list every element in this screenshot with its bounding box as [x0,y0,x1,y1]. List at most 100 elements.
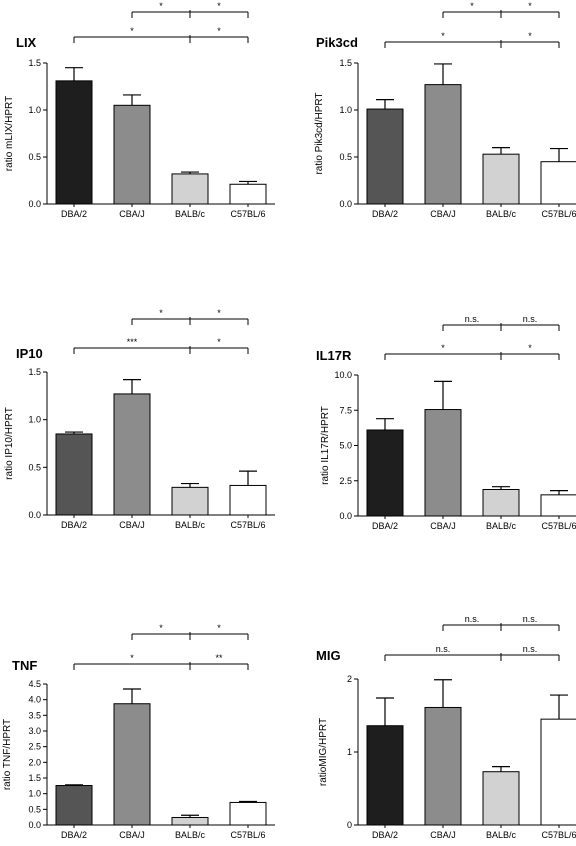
y-tick-label: 1.5 [28,773,41,783]
significance-label: * [217,1,221,11]
significance-label: * [217,26,221,36]
significance-bracket: * * [442,1,560,18]
significance-label: * [441,343,445,353]
significance-label: * [217,337,221,347]
y-tick-label: 0.0 [28,510,41,520]
chart-title: Pik3cd [316,35,358,50]
bar-balb-c [482,488,520,517]
significance-label: ** [215,653,223,663]
bar-dba-2 [366,725,404,826]
significance-label: * [217,623,221,633]
bar-c57bl-6 [229,801,267,826]
x-tick-label: CBA/J [430,209,456,219]
y-tick-label: 0.0 [339,511,352,521]
y-axis-label: ratio mLIX/HPRT [4,96,15,171]
significance-label: * [470,1,474,11]
x-tick-label: C57BL/6 [230,209,265,219]
y-tick-label: 10.0 [334,370,352,380]
significance-label: *** [127,337,138,347]
y-tick-label: 4.5 [28,679,41,689]
bar-dba-2 [55,80,93,205]
y-tick-label: 1.0 [339,105,352,115]
significance-bracket: * * [73,26,249,43]
significance-label: n.s. [465,614,480,624]
y-tick-label: 1.0 [28,415,41,425]
significance-label: * [217,308,221,318]
x-tick-label: C57BL/6 [541,521,576,531]
y-tick-label: 0.5 [28,152,41,162]
significance-label: * [528,1,532,11]
chart-panel-mig: MIG ratioMIG/HPRT 0 1 2 DBA/2 CBA/J BALB/c C57BL… [316,614,576,840]
bar-c57bl-6 [229,183,267,205]
y-tick-label: 5.0 [339,441,352,451]
x-tick-label: CBA/J [430,830,456,840]
chart-title: LIX [16,35,37,50]
significance-label: n.s. [523,314,538,324]
y-tick-label: 0.0 [28,199,41,209]
x-tick-label: CBA/J [119,209,145,219]
bar-c57bl-6 [229,484,267,516]
significance-label: * [130,26,134,36]
bar-balb-c [171,486,209,516]
bar-cba-j [113,393,151,516]
y-tick-label: 2.0 [28,757,41,767]
bar-balb-c [482,153,520,205]
significance-bracket: *** * [73,337,249,354]
bar-c57bl-6 [540,161,576,205]
bar-balb-c [171,173,209,205]
bar-balb-c [171,816,209,826]
significance-bracket: * * [384,343,560,360]
y-axis-label: ratio TNF/HPRT [2,719,13,790]
significance-bracket: n.s. n.s. [442,314,560,331]
significance-label: * [159,1,163,11]
y-tick-label: 1.5 [28,367,41,377]
y-tick-label: 0.0 [339,199,352,209]
y-tick-label: 2.5 [28,742,41,752]
bar-dba-2 [366,108,404,205]
chart-title: IP10 [16,346,43,361]
y-tick-label: 2.5 [339,476,352,486]
bar-balb-c [482,771,520,826]
x-tick-label: C57BL/6 [541,209,576,219]
y-axis-label: ratio IP10/HPRT [4,407,15,480]
y-tick-label: 4.0 [28,695,41,705]
x-tick-label: BALB/c [486,521,517,531]
y-tick-label: 1 [347,747,352,757]
x-tick-label: CBA/J [119,830,145,840]
y-tick-label: 1.0 [28,789,41,799]
bar-dba-2 [55,785,93,826]
x-tick-label: CBA/J [119,520,145,530]
bar-c57bl-6 [540,494,576,517]
y-tick-label: 0.5 [28,804,41,814]
x-tick-label: DBA/2 [61,830,87,840]
chart-title: TNF [12,658,37,673]
x-tick-label: DBA/2 [61,520,87,530]
significance-bracket: * ** [73,653,249,670]
y-axis-label: ratio Pik3cd/HPRT [314,92,325,174]
bar-dba-2 [55,433,93,516]
x-tick-label: C57BL/6 [230,520,265,530]
y-tick-label: 0.5 [339,152,352,162]
chart-title: IL17R [316,348,352,363]
significance-label: * [130,653,134,663]
x-tick-label: CBA/J [430,521,456,531]
significance-bracket: * * [131,623,249,640]
significance-label: * [159,308,163,318]
significance-bracket: * * [384,31,560,48]
significance-bracket: n.s. n.s. [384,644,560,661]
bar-cba-j [424,84,462,205]
chart-title: MIG [316,648,341,663]
y-tick-label: 2 [347,674,352,684]
y-tick-label: 3.0 [28,726,41,736]
significance-label: * [159,623,163,633]
y-axis-label: ratio IL17R/HPRT [320,406,331,485]
chart-panel-il17r: IL17R ratio IL17R/HPRT 0.0 2.5 5.0 7.5 10.0 DBA… [316,314,576,531]
bar-cba-j [424,409,462,517]
bar-c57bl-6 [540,718,576,826]
bar-cba-j [113,703,151,826]
y-tick-label: 0.5 [28,462,41,472]
x-tick-label: BALB/c [486,830,517,840]
significance-label: * [441,31,445,41]
significance-bracket: * * [131,308,249,325]
